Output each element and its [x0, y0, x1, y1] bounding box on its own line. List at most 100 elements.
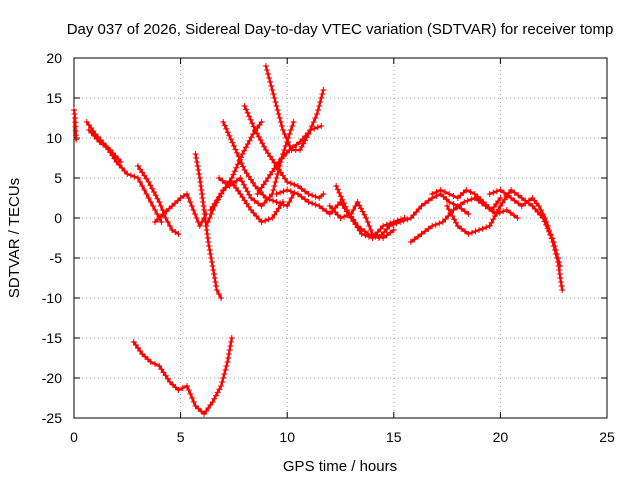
data-point	[225, 351, 232, 357]
data-point	[361, 228, 368, 235]
data-point	[444, 203, 451, 209]
data-point	[469, 229, 475, 236]
data-point	[467, 189, 474, 195]
data-point	[449, 213, 456, 219]
data-point	[397, 219, 404, 225]
data-point	[273, 162, 280, 169]
data-point	[149, 203, 156, 209]
data-point	[501, 189, 507, 196]
data-point	[239, 194, 246, 201]
data-point	[559, 287, 566, 293]
data-point	[495, 206, 502, 213]
data-point	[383, 226, 390, 232]
data-point	[358, 231, 365, 237]
data-point	[214, 389, 221, 396]
data-point	[291, 189, 298, 196]
data-point	[315, 107, 322, 113]
data-point	[248, 134, 255, 141]
data-point	[152, 219, 158, 225]
data-point	[393, 220, 400, 227]
data-point	[404, 216, 411, 223]
data-point	[271, 211, 278, 218]
data-point	[293, 141, 300, 148]
data-point	[254, 191, 261, 197]
data-point	[166, 223, 173, 229]
data-point	[226, 347, 233, 353]
data-point	[309, 200, 316, 207]
data-point	[171, 200, 178, 207]
data-point	[422, 200, 429, 207]
series-sat-h	[130, 335, 235, 417]
data-point	[334, 212, 341, 218]
data-point	[149, 185, 156, 192]
data-point	[429, 223, 436, 229]
data-point	[196, 171, 203, 177]
data-point	[139, 183, 146, 189]
data-point	[262, 195, 269, 201]
data-point	[162, 372, 169, 379]
data-point	[272, 179, 279, 185]
data-point	[248, 207, 254, 213]
data-point	[185, 387, 192, 393]
data-point	[177, 195, 184, 201]
data-point	[418, 203, 425, 209]
data-point	[254, 130, 260, 137]
data-point	[556, 267, 563, 273]
data-point	[226, 183, 233, 189]
data-point	[258, 203, 265, 209]
data-point	[193, 159, 200, 165]
data-point	[143, 175, 150, 182]
data-point	[223, 180, 230, 187]
data-point	[206, 247, 213, 253]
data-point	[259, 140, 266, 147]
series-sat-c	[85, 127, 124, 165]
data-point	[169, 381, 176, 388]
data-point	[127, 172, 134, 179]
data-point	[200, 203, 207, 209]
data-point	[144, 356, 151, 363]
data-point	[364, 219, 371, 225]
data-point	[245, 173, 252, 180]
data-point	[251, 197, 258, 204]
data-point	[243, 200, 250, 207]
data-point	[157, 203, 164, 209]
data-point	[222, 367, 229, 373]
data-point	[508, 187, 515, 193]
data-point	[442, 189, 448, 195]
data-point	[240, 181, 247, 188]
data-point	[446, 199, 453, 205]
data-point	[207, 207, 214, 213]
data-point	[510, 212, 517, 219]
data-point	[503, 207, 510, 213]
data-point	[241, 103, 248, 109]
data-point	[226, 132, 233, 139]
data-point	[219, 379, 226, 385]
data-point	[233, 177, 240, 184]
data-point	[239, 178, 246, 185]
data-point	[294, 183, 301, 189]
data-point	[154, 216, 161, 223]
data-point	[166, 379, 173, 385]
data-point	[211, 395, 218, 402]
data-point	[275, 166, 282, 173]
data-point	[160, 369, 167, 376]
data-point	[317, 99, 324, 105]
data-point	[218, 383, 225, 389]
data-point	[358, 225, 365, 232]
data-point	[73, 136, 80, 143]
plot-frame	[73, 57, 608, 419]
data-point	[252, 127, 259, 133]
data-point	[518, 203, 525, 209]
data-point	[283, 150, 290, 156]
data-point	[552, 251, 559, 257]
data-point	[535, 203, 542, 209]
data-point	[286, 147, 293, 153]
data-point	[196, 223, 203, 229]
data-point	[497, 203, 504, 209]
y-tick-label: 10	[46, 130, 62, 146]
data-point	[463, 187, 470, 193]
data-point	[230, 171, 237, 178]
y-tick-label: -20	[42, 370, 62, 386]
data-point	[436, 220, 443, 227]
x-tick-label: 25	[599, 429, 615, 445]
